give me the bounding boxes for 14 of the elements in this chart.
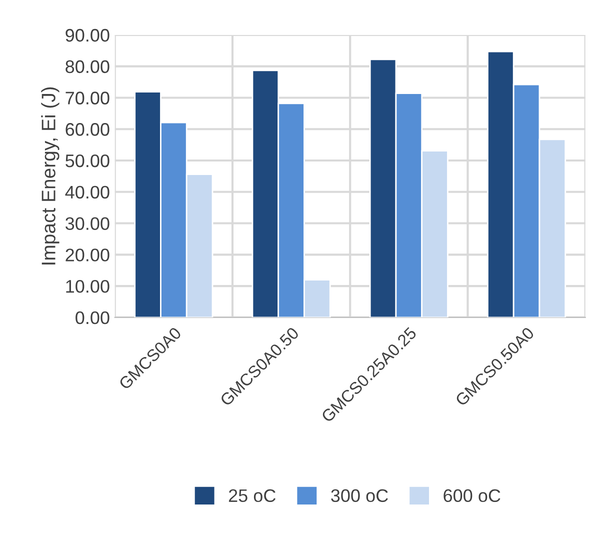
y-tick-label: 40.00 (65, 186, 110, 199)
y-tick-label: 70.00 (66, 92, 110, 104)
y-tick-label: 90.00 (66, 28, 110, 42)
y-axis-title: Impact Energy, Ei (J) (41, 87, 60, 264)
legend-label: 300 oC (331, 489, 388, 502)
y-tick-label: 0.00 (76, 311, 110, 324)
y-tick-label: 80.00 (66, 60, 110, 74)
y-tick-label: 60.00 (66, 123, 110, 136)
y-tick-label: 10.00 (66, 280, 110, 293)
y-tick-label: 50.00 (66, 154, 110, 168)
legend-label: 600 oC (444, 489, 500, 502)
y-tick-label: 20.00 (66, 248, 110, 262)
y-tick-label: 30.00 (66, 217, 110, 230)
legend-label: 25 oC (228, 489, 276, 502)
